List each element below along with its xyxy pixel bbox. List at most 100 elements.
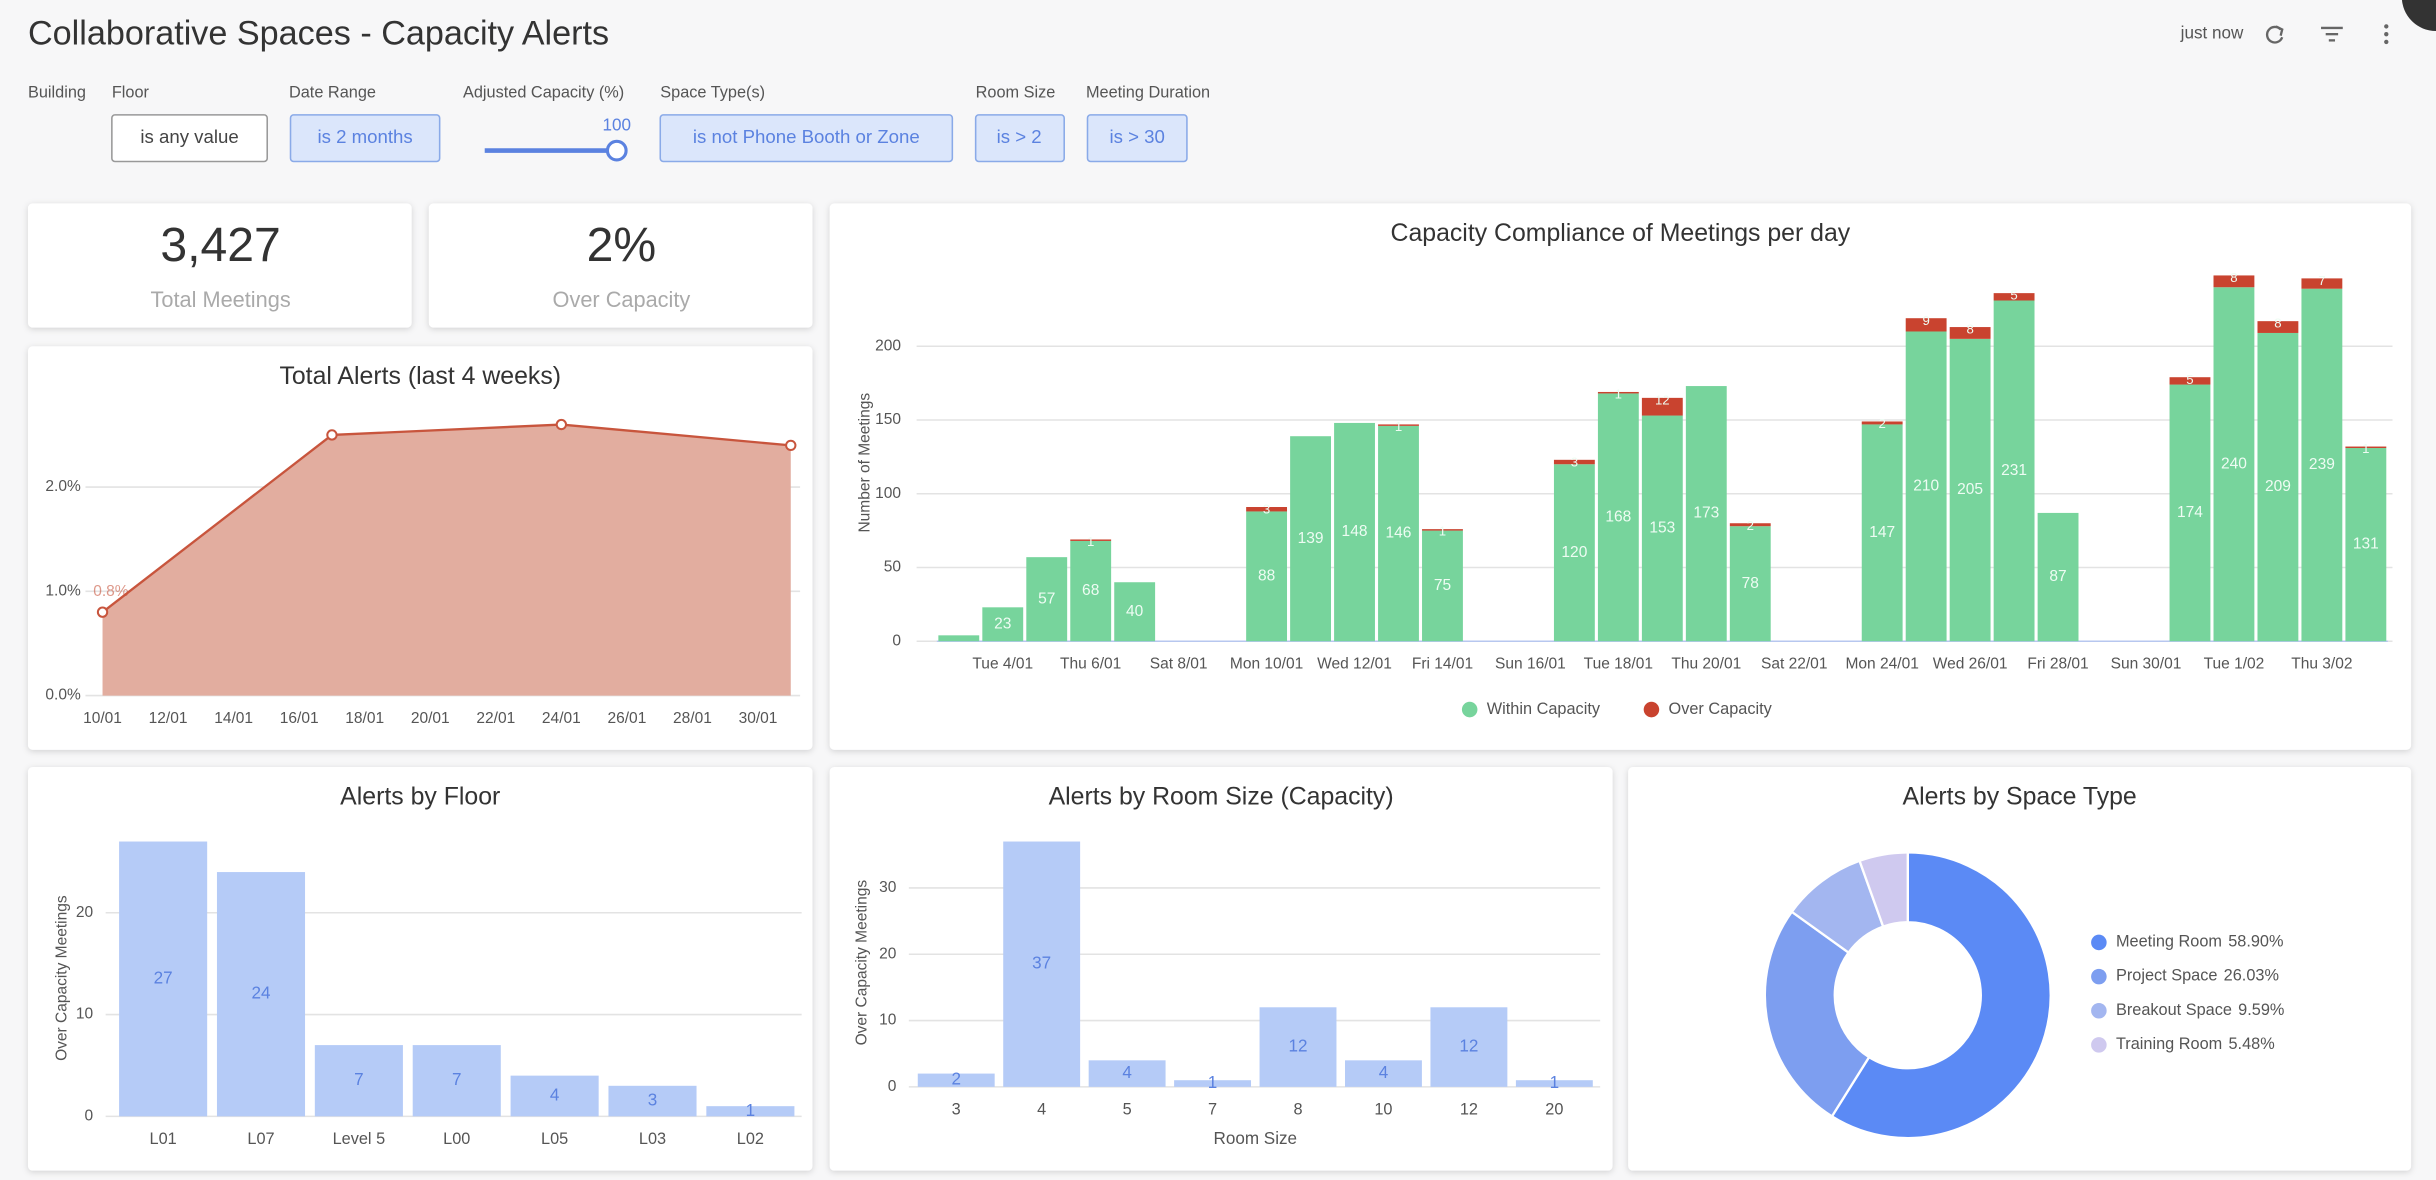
x-tick-label: Tue 18/01 [1584,656,1653,673]
legend-value: 5.48% [2228,1035,2274,1053]
data-label: 120 [1561,544,1587,561]
data-label: 2 [951,1070,961,1089]
data-label: 12 [1655,392,1670,407]
x-tick-label: Sun 16/01 [1495,656,1566,673]
menu-icon[interactable] [2384,24,2389,45]
data-label: 1 [1615,387,1622,402]
x-tick-label: Level 5 [333,1130,386,1148]
data-label: 7 [452,1070,462,1089]
bar-segment [1729,523,1771,527]
bar-segment [1334,422,1375,642]
data-label: 3 [1571,454,1578,469]
data-label: 8 [1966,322,1973,337]
filter-pill[interactable] [111,114,268,163]
bar-segment [1422,530,1463,642]
bar [1259,1007,1337,1087]
filter-value: is not Phone Booth or Zone [693,126,920,147]
data-label: 9 [1922,313,1929,328]
chart-title: Capacity Compliance of Meetings per day [1391,220,1851,247]
bar-segment [2213,275,2255,288]
filter-value: is 2 months [317,126,412,147]
x-tick-label: Sat 22/01 [1761,656,1827,673]
filter-label: Meeting Duration [1086,83,1210,101]
data-label: 139 [1298,530,1324,547]
data-label: 173 [1693,505,1719,522]
filter-pill[interactable] [1086,114,1188,163]
data-label: 3 [1263,502,1270,517]
bar-segment [1290,436,1331,642]
data-label: 75 [1434,577,1451,594]
refresh-icon[interactable] [2265,25,2284,44]
bar [706,1106,795,1117]
bar-segment [2213,287,2255,642]
data-label: 7 [2318,273,2325,288]
x-tick-label: 20 [1545,1100,1563,1118]
y-tick-label: 10 [879,1012,897,1029]
donut-slice [1763,910,1871,1118]
data-label: 3 [648,1091,658,1110]
bar [1003,841,1081,1087]
kpi-label: Over Capacity [553,287,691,312]
bar [216,872,306,1117]
x-tick-label: 16/01 [280,710,319,727]
data-label: 210 [1913,477,1939,494]
close-button[interactable] [2401,0,2436,32]
filter-value: is > 30 [1110,126,1165,147]
filter-pill[interactable] [974,114,1065,163]
y-axis-label: Over Capacity Meetings [53,895,70,1061]
y-tick-label: 20 [879,945,897,962]
x-tick-label: Tue 4/01 [972,656,1033,673]
data-label: 2 [1879,416,1886,431]
x-tick-label: L03 [639,1130,666,1148]
data-label: 87 [2049,568,2066,585]
data-label: 4 [550,1086,560,1105]
x-tick-label: 5 [1123,1100,1132,1118]
bar-segment [938,635,980,642]
legend-label: Within Capacity [1487,700,1601,718]
bar [1174,1080,1252,1087]
point [326,429,338,441]
data-label: 146 [1386,525,1412,542]
filter-icon[interactable] [2321,26,2343,42]
filter-label: Space Type(s) [660,83,765,101]
kpi-card [428,203,813,328]
x-tick-label: L07 [247,1130,274,1148]
kpi-card [27,203,412,328]
data-label: 1 [2362,441,2369,456]
legend-value: 26.03% [2224,967,2279,985]
kpi-label: Total Meetings [151,287,291,312]
data-label: 57 [1038,590,1055,607]
data-label: 12 [1289,1037,1308,1056]
bar-segment [1553,464,1595,642]
point [785,439,797,452]
area [102,424,791,696]
data-label: 131 [2353,536,2379,553]
bar-segment [1949,327,1991,339]
chart-card [829,767,1613,1171]
point [555,418,568,431]
filter-pill[interactable] [289,114,441,163]
bar-segment [1729,526,1771,642]
legend-value: 9.59% [2238,1001,2284,1019]
legend-marker [2091,968,2107,985]
bar [1088,1060,1166,1087]
bar-segment [1378,424,1419,426]
bar-segment [1378,425,1419,642]
slider-knob[interactable] [605,139,628,162]
bar-segment [2037,512,2079,642]
y-tick-label: 30 [879,879,897,896]
bar-segment [1993,300,2035,642]
data-label: 68 [1082,582,1099,599]
bar [412,1045,501,1117]
filter-pill[interactable] [659,114,954,163]
y-tick-label: 50 [884,559,902,576]
bar-segment [1246,511,1288,642]
data-label: 78 [1742,575,1759,592]
y-tick-label: 10 [76,1006,94,1023]
data-label: 37 [1032,954,1051,973]
bar-segment [1597,393,1639,642]
bar-segment [1861,424,1903,642]
bar-segment [1949,338,1991,642]
legend-marker [2091,934,2107,951]
y-tick-label: 100 [875,485,901,502]
